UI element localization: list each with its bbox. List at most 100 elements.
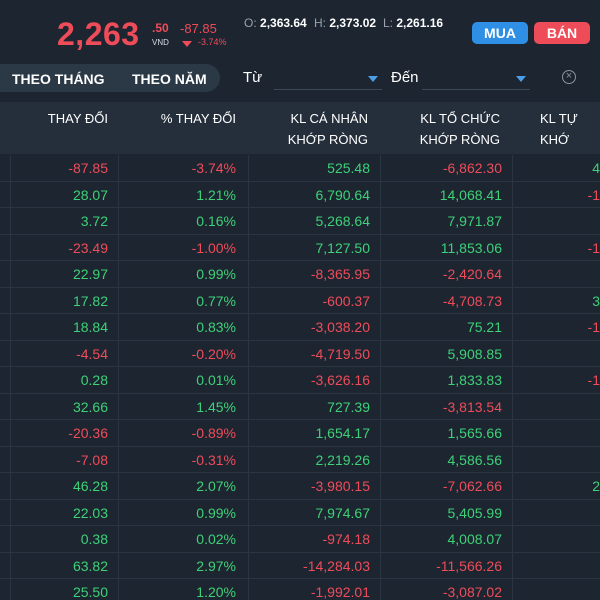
cell-pct-change: -0.89%: [191, 425, 236, 441]
cell-proprietary: 4: [592, 160, 600, 176]
cell-pct-change: 0.16%: [196, 213, 236, 229]
high-price: H: 2,373.02: [314, 16, 377, 30]
table-row[interactable]: 28.07 1.21% 6,790.64 14,068.41 -1: [0, 182, 600, 208]
chevron-down-icon: [516, 76, 526, 82]
table-row[interactable]: 0.38 0.02% -974.18 4,008.07: [0, 526, 600, 553]
table-row[interactable]: 25.50 1.20% -1,992.01 -3,087.02: [0, 579, 600, 600]
tab-by-year[interactable]: THEO NĂM: [132, 71, 207, 87]
sell-button[interactable]: BÁN: [534, 22, 590, 44]
cell-change: 0.38: [80, 531, 108, 547]
price-change-pct: -3.74%: [198, 37, 227, 47]
cell-change: 22.97: [72, 266, 108, 282]
cell-institution: -3,813.54: [442, 398, 502, 415]
col-proprietary[interactable]: KL TỰ KHỚ: [540, 111, 578, 147]
cell-pct-change: -0.31%: [191, 451, 236, 468]
cell-institution: -2,420.64: [442, 266, 502, 282]
cell-change: -4.54: [76, 345, 108, 362]
cell-individual: 6,790.64: [315, 186, 371, 203]
cell-individual: 7,127.50: [315, 239, 371, 256]
cell-change: 32.66: [72, 398, 108, 415]
cell-pct-change: 0.83%: [196, 319, 236, 335]
cell-institution: 11,853.06: [440, 239, 502, 256]
table-row[interactable]: 0.28 0.01% -3,626.16 1,833.83 -1: [0, 367, 600, 394]
col-change[interactable]: THAY ĐỔI: [47, 111, 108, 126]
cell-change: 0.28: [80, 372, 108, 388]
tab-by-month[interactable]: THEO THÁNG: [12, 71, 105, 87]
cell-proprietary: [524, 261, 600, 288]
cell-individual: -600.37: [322, 292, 370, 309]
cell-change: 28.07: [72, 186, 108, 203]
column-divider: [10, 155, 11, 600]
chevron-down-icon: [368, 76, 378, 82]
cell-change: 18.84: [72, 319, 108, 335]
cell-individual: 1,654.17: [315, 425, 371, 441]
cell-institution: -3,087.02: [442, 584, 502, 600]
table-body: -87.85 -3.74% 525.48 -6,862.30 4 28.07 1.21% 6,…: [0, 155, 600, 600]
cell-change: 46.28: [72, 478, 108, 494]
cell-pct-change: 1.45%: [196, 398, 236, 415]
cell-pct-change: -1.00%: [191, 239, 236, 256]
cell-proprietary: -1: [587, 319, 600, 335]
column-divider: [248, 155, 249, 600]
table-row[interactable]: 22.97 0.99% -8,365.95 -2,420.64: [0, 261, 600, 288]
cell-change: 63.82: [72, 557, 108, 574]
cell-individual: 727.39: [327, 398, 370, 415]
cell-institution: 1,565.66: [447, 425, 503, 441]
cell-institution: 4,008.07: [447, 531, 503, 547]
cell-proprietary: -1: [587, 186, 600, 203]
table-row[interactable]: 18.84 0.83% -3,038.20 75.21 -1: [0, 314, 600, 341]
table-row[interactable]: -23.49 -1.00% 7,127.50 11,853.06 -1: [0, 235, 600, 261]
clear-icon[interactable]: ×: [562, 70, 576, 84]
table-row[interactable]: 46.28 2.07% -3,980.15 -7,062.66 2: [0, 473, 600, 500]
low-price: L: 2,261.16: [383, 16, 444, 30]
cell-institution: -11,566.26: [436, 557, 502, 574]
cell-proprietary: -1: [587, 239, 600, 256]
col-pct-change[interactable]: % THAY ĐỔI: [160, 111, 236, 126]
cell-pct-change: 0.77%: [196, 292, 236, 309]
index-price: 2,263: [57, 16, 140, 52]
cell-pct-change: 1.20%: [196, 584, 236, 600]
table-row[interactable]: -7.08 -0.31% 2,219.26 4,586.56: [0, 447, 600, 474]
table-row[interactable]: 32.66 1.45% 727.39 -3,813.54: [0, 394, 600, 420]
cell-proprietary: [524, 526, 600, 553]
table-row[interactable]: 63.82 2.97% -14,284.03 -11,566.26: [0, 553, 600, 579]
cell-institution: 4,586.56: [447, 451, 503, 468]
column-divider: [118, 155, 119, 600]
cell-proprietary: [524, 420, 600, 447]
table-row[interactable]: -20.36 -0.89% 1,654.17 1,565.66: [0, 420, 600, 447]
table-row[interactable]: -4.54 -0.20% -4,719.50 5,908.85: [0, 341, 600, 367]
to-date-field[interactable]: [422, 64, 530, 90]
col-institution[interactable]: KL TỔ CHỨC KHỚP RÒNG: [419, 111, 500, 147]
from-date-field[interactable]: [274, 64, 382, 90]
table-row[interactable]: 17.82 0.77% -600.37 -4,708.73 3: [0, 288, 600, 314]
cell-institution: -6,862.30: [442, 160, 502, 176]
cell-proprietary: 3: [592, 292, 600, 309]
column-divider: [380, 155, 381, 600]
cell-institution: 5,405.99: [447, 504, 503, 521]
cell-individual: -974.18: [322, 531, 370, 547]
quote-header: 2,263 .50 VND -87.85 -3.74% O: 2,363.64 …: [0, 0, 600, 60]
buy-button[interactable]: MUA: [472, 22, 528, 44]
col-individual[interactable]: KL CÁ NHÂN KHỚP RÒNG: [287, 111, 368, 147]
table-row[interactable]: 22.03 0.99% 7,974.67 5,405.99: [0, 500, 600, 526]
cell-change: -20.36: [68, 425, 108, 441]
cell-pct-change: -0.20%: [191, 345, 236, 362]
cell-pct-change: 2.97%: [196, 557, 236, 574]
table-row[interactable]: -87.85 -3.74% 525.48 -6,862.30 4: [0, 155, 600, 182]
cell-institution: 14,068.41: [439, 186, 502, 203]
table-header: THAY ĐỔI % THAY ĐỔI KL CÁ NHÂN KHỚP RÒNG…: [0, 102, 600, 154]
period-tabs: [0, 64, 220, 92]
cell-individual: 5,268.64: [315, 213, 371, 229]
from-label: Từ: [243, 69, 263, 86]
cell-change: -23.49: [68, 239, 108, 256]
open-price: O: 2,363.64: [244, 16, 307, 30]
cell-proprietary: [524, 447, 600, 474]
table-row[interactable]: 3.72 0.16% 5,268.64 7,971.87: [0, 208, 600, 235]
cell-individual: -3,980.15: [310, 478, 370, 494]
arrow-down-icon: [182, 41, 192, 47]
cell-individual: -4,719.50: [310, 345, 370, 362]
cell-change: 3.72: [80, 213, 108, 229]
cell-pct-change: -3.74%: [191, 160, 236, 176]
cell-change: 17.82: [72, 292, 108, 309]
cell-individual: -1,992.01: [310, 584, 370, 600]
